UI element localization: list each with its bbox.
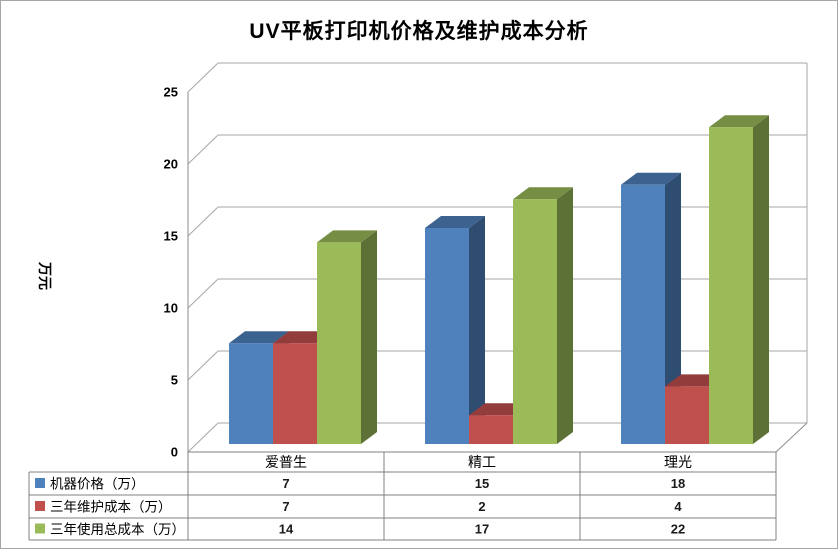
gridline-depth-connector-15 bbox=[187, 206, 219, 237]
bar-front-三年维护成本（万）-理光 bbox=[665, 386, 709, 444]
y-tick-label-25: 25 bbox=[164, 85, 178, 100]
chart-title: UV平板打印机价格及维护成本分析 bbox=[249, 20, 589, 43]
gridline-depth-connector-10 bbox=[187, 278, 219, 309]
legend-swatch-三年使用总成本（万） bbox=[35, 523, 45, 534]
y-tick-label-10: 10 bbox=[164, 301, 178, 316]
legend-label-机器价格（万）: 机器价格（万） bbox=[50, 477, 145, 492]
value-cell-三年使用总成本（万）-理光: 22 bbox=[671, 522, 685, 537]
legend-label-三年使用总成本（万）: 三年使用总成本（万） bbox=[50, 521, 185, 537]
value-cell-机器价格（万）-爱普生: 7 bbox=[282, 476, 289, 491]
value-cell-三年维护成本（万）-爱普生: 7 bbox=[282, 499, 289, 514]
category-label-精工: 精工 bbox=[468, 454, 496, 470]
value-cell-三年维护成本（万）-理光: 4 bbox=[674, 499, 682, 514]
bar-side-三年使用总成本（万）-理光 bbox=[753, 115, 769, 444]
value-cell-三年使用总成本（万）-爱普生: 14 bbox=[279, 522, 294, 537]
y-tick-label-0: 0 bbox=[171, 445, 178, 460]
bar-top-三年使用总成本（万）-理光 bbox=[709, 115, 769, 128]
legend-label-三年维护成本（万）: 三年维护成本（万） bbox=[50, 500, 172, 515]
y-tick-label-15: 15 bbox=[164, 229, 178, 244]
gridline-depth-connector-20 bbox=[187, 134, 219, 165]
bar-top-三年使用总成本（万）-精工 bbox=[513, 187, 573, 200]
category-label-理光: 理光 bbox=[664, 454, 692, 470]
value-cell-机器价格（万）-理光: 18 bbox=[671, 476, 685, 491]
bar-front-机器价格（万）-精工 bbox=[425, 228, 469, 444]
bar-top-机器价格（万）-爱普生 bbox=[229, 331, 289, 344]
category-label-爱普生: 爱普生 bbox=[265, 454, 307, 470]
y-tick-label-5: 5 bbox=[171, 373, 178, 388]
bar-top-机器价格（万）-精工 bbox=[425, 216, 485, 228]
legend-swatch-三年维护成本（万） bbox=[35, 501, 45, 511]
gridline-depth-connector-25 bbox=[187, 62, 219, 93]
bar-front-机器价格（万）-理光 bbox=[621, 184, 665, 445]
value-cell-三年维护成本（万）-精工: 2 bbox=[478, 499, 485, 514]
bar-front-机器价格（万）-爱普生 bbox=[229, 343, 273, 444]
gridline-depth-connector-0 bbox=[187, 422, 219, 453]
bar-front-三年使用总成本（万）-精工 bbox=[513, 199, 557, 444]
bar-front-三年维护成本（万）-精工 bbox=[469, 415, 513, 444]
gridline-depth-connector-5 bbox=[187, 350, 219, 381]
bar-side-三年使用总成本（万）-爱普生 bbox=[361, 230, 377, 444]
bar-front-三年使用总成本（万）-理光 bbox=[709, 127, 753, 444]
bar-front-三年维护成本（万）-爱普生 bbox=[273, 343, 317, 444]
floor-right-depth-edge bbox=[775, 422, 808, 453]
value-cell-三年使用总成本（万）-精工: 17 bbox=[475, 522, 489, 537]
bar-side-机器价格（万）-理光 bbox=[665, 172, 681, 445]
bar-top-三年使用总成本（万）-爱普生 bbox=[317, 230, 377, 243]
legend-swatch-机器价格（万） bbox=[35, 478, 45, 488]
bar-front-三年使用总成本（万）-爱普生 bbox=[317, 242, 361, 444]
y-tick-label-20: 20 bbox=[164, 157, 178, 172]
value-cell-机器价格（万）-精工: 15 bbox=[475, 476, 489, 491]
bar-top-机器价格（万）-理光 bbox=[621, 172, 681, 185]
bar-side-三年使用总成本（万）-精工 bbox=[557, 187, 573, 444]
bar-side-机器价格（万）-精工 bbox=[469, 216, 485, 444]
